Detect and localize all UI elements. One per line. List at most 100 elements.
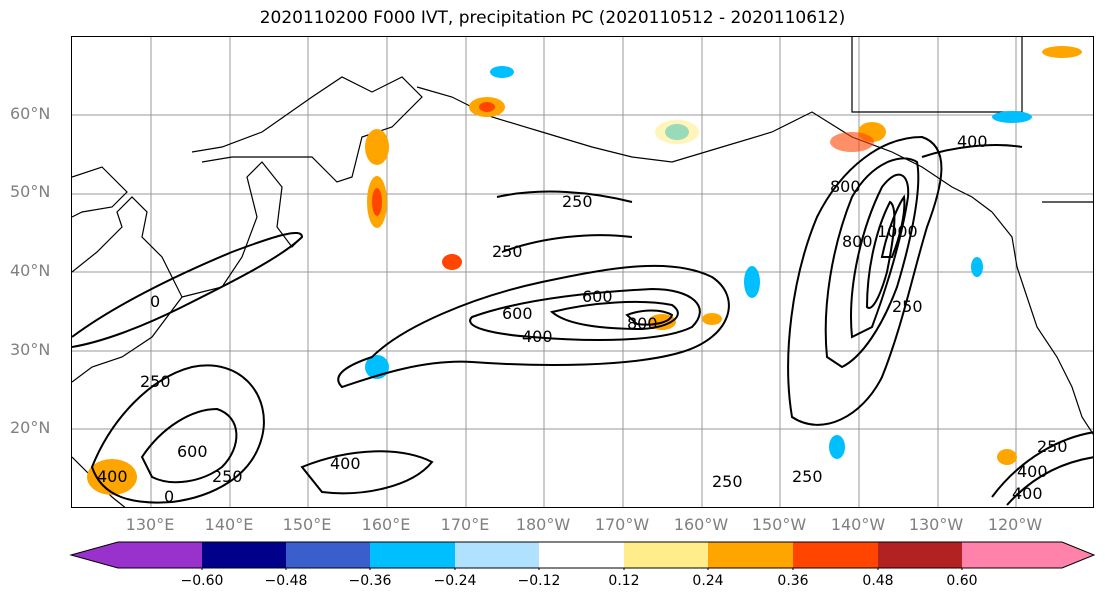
contour-400-east (824, 157, 920, 369)
contour-label: 400 (957, 132, 988, 151)
colorbar-segment (539, 542, 624, 568)
colorbar-segment (878, 542, 962, 568)
contour-label: 800 (830, 177, 861, 196)
map-svg: 250 250 250 250 250 250 250 250 400 400 … (72, 37, 1093, 507)
contour-label: 400 (522, 327, 553, 346)
colorbar-tick-label: 0.12 (608, 573, 640, 589)
contour-600-central (549, 300, 679, 331)
contour-250-central (337, 264, 730, 389)
coast-japan (181, 161, 303, 298)
colorbar-segment (793, 542, 878, 568)
contour-250-north (501, 234, 633, 253)
lon-label-170e: 170°E (440, 515, 490, 534)
contour-label: 250 (1037, 437, 1068, 456)
colorbar-segment (962, 542, 1094, 568)
colorbar-tick-label: −0.12 (517, 573, 561, 589)
contour-label: 400 (1017, 462, 1048, 481)
lon-label-180w: 180°W (515, 515, 571, 534)
lat-label-40n: 40°N (10, 261, 51, 280)
colorbar-tick-label: 0.36 (777, 573, 809, 589)
coast-asia-east (72, 196, 183, 383)
contour-1000-east (880, 194, 906, 258)
map-panel: 250 250 250 250 250 250 250 250 400 400 … (71, 36, 1094, 508)
colorbar-tick-label: 0.24 (692, 573, 724, 589)
lon-label-140e: 140°E (204, 515, 254, 534)
contour-label: 250 (792, 467, 823, 486)
contour-250-arc (496, 190, 633, 203)
contour-label: 250 (892, 297, 923, 316)
colorbar-segment (708, 542, 793, 568)
ivt-contours (72, 135, 1093, 506)
contour-label: 600 (502, 304, 533, 323)
contour-label: 0 (164, 487, 174, 506)
contour-label: 0 (150, 292, 160, 311)
contour-label: 600 (582, 287, 613, 306)
lon-label-150e: 150°E (282, 515, 332, 534)
contour-label: 1000 (877, 222, 918, 241)
colorbar-outline (69, 541, 1096, 569)
colorbar (69, 541, 1096, 570)
colorbar-tick-label: −0.48 (264, 573, 308, 589)
contour-400-central (469, 287, 701, 341)
contour-250-east (787, 135, 943, 426)
colorbar-tick-label: −0.24 (433, 573, 477, 589)
lon-label-140w: 140°W (830, 515, 886, 534)
patch-pos-central (442, 254, 462, 270)
contour-label: 250 (712, 472, 743, 491)
lat-label-30n: 30°N (10, 340, 51, 359)
contour-400-southwest (140, 407, 238, 484)
lon-label-170w: 170°W (594, 515, 650, 534)
colorbar-tick-label: 0.48 (862, 573, 894, 589)
lat-label-50n: 50°N (10, 182, 51, 201)
lon-label-160w: 160°W (673, 515, 729, 534)
colorbar-segment (202, 542, 286, 568)
colorbar-tick-label: −0.60 (180, 573, 224, 589)
precip-patches (87, 46, 1082, 495)
colorbar-tick-label: 0.60 (946, 573, 978, 589)
border-canada-alaska (851, 37, 1023, 113)
contour-label: 250 (492, 242, 523, 261)
lat-label-60n: 60°N (10, 104, 51, 123)
lat-label-20n: 20°N (10, 418, 51, 437)
contour-600-east (850, 173, 910, 339)
colorbar-segment (624, 542, 708, 568)
contour-label: 250 (562, 192, 593, 211)
contour-250-southeast (991, 431, 1093, 498)
contour-label: 800 (842, 232, 873, 251)
contour-label: 600 (177, 442, 208, 461)
contour-label: 400 (1012, 484, 1043, 503)
colorbar-tick-label: −0.36 (348, 573, 392, 589)
colorbar-segments (71, 542, 1094, 568)
coast-alaska (416, 86, 993, 213)
coast-north-america-west (991, 211, 1093, 436)
colorbar-segment (71, 542, 202, 568)
contour-label: 400 (97, 467, 128, 486)
coast-asia-north (72, 166, 128, 218)
contour-label: 250 (212, 467, 243, 486)
contour-800-east (865, 200, 896, 309)
contour-250-japan (72, 231, 304, 348)
lon-label-150w: 150°W (751, 515, 807, 534)
contour-label: 800 (627, 314, 658, 333)
contour-400-northeast (921, 144, 1023, 158)
patch-neg-east (744, 266, 760, 298)
coast-kamchatka (191, 76, 423, 183)
colorbar-segment (370, 542, 455, 568)
contour-400-southeast (1006, 456, 1093, 506)
colorbar-segment (455, 542, 539, 568)
colorbar-tick-marks (201, 568, 963, 570)
contour-250-southwest (90, 364, 265, 504)
contour-400-south (300, 450, 434, 495)
lon-label-160e: 160°E (361, 515, 411, 534)
contour-label: 250 (140, 372, 171, 391)
contour-labels: 250 250 250 250 250 250 250 250 400 400 … (97, 132, 1068, 506)
contour-800-central (625, 309, 674, 326)
lon-label-130w: 130°W (908, 515, 964, 534)
lon-label-120w: 120°W (987, 515, 1043, 534)
lon-label-130e: 130°E (125, 515, 175, 534)
graticule (72, 37, 1093, 507)
figure-title: 2020110200 F000 IVT, precipitation PC (2… (259, 8, 846, 28)
contour-label: 400 (330, 454, 361, 473)
coastlines (72, 37, 1093, 507)
colorbar-segment (286, 542, 370, 568)
